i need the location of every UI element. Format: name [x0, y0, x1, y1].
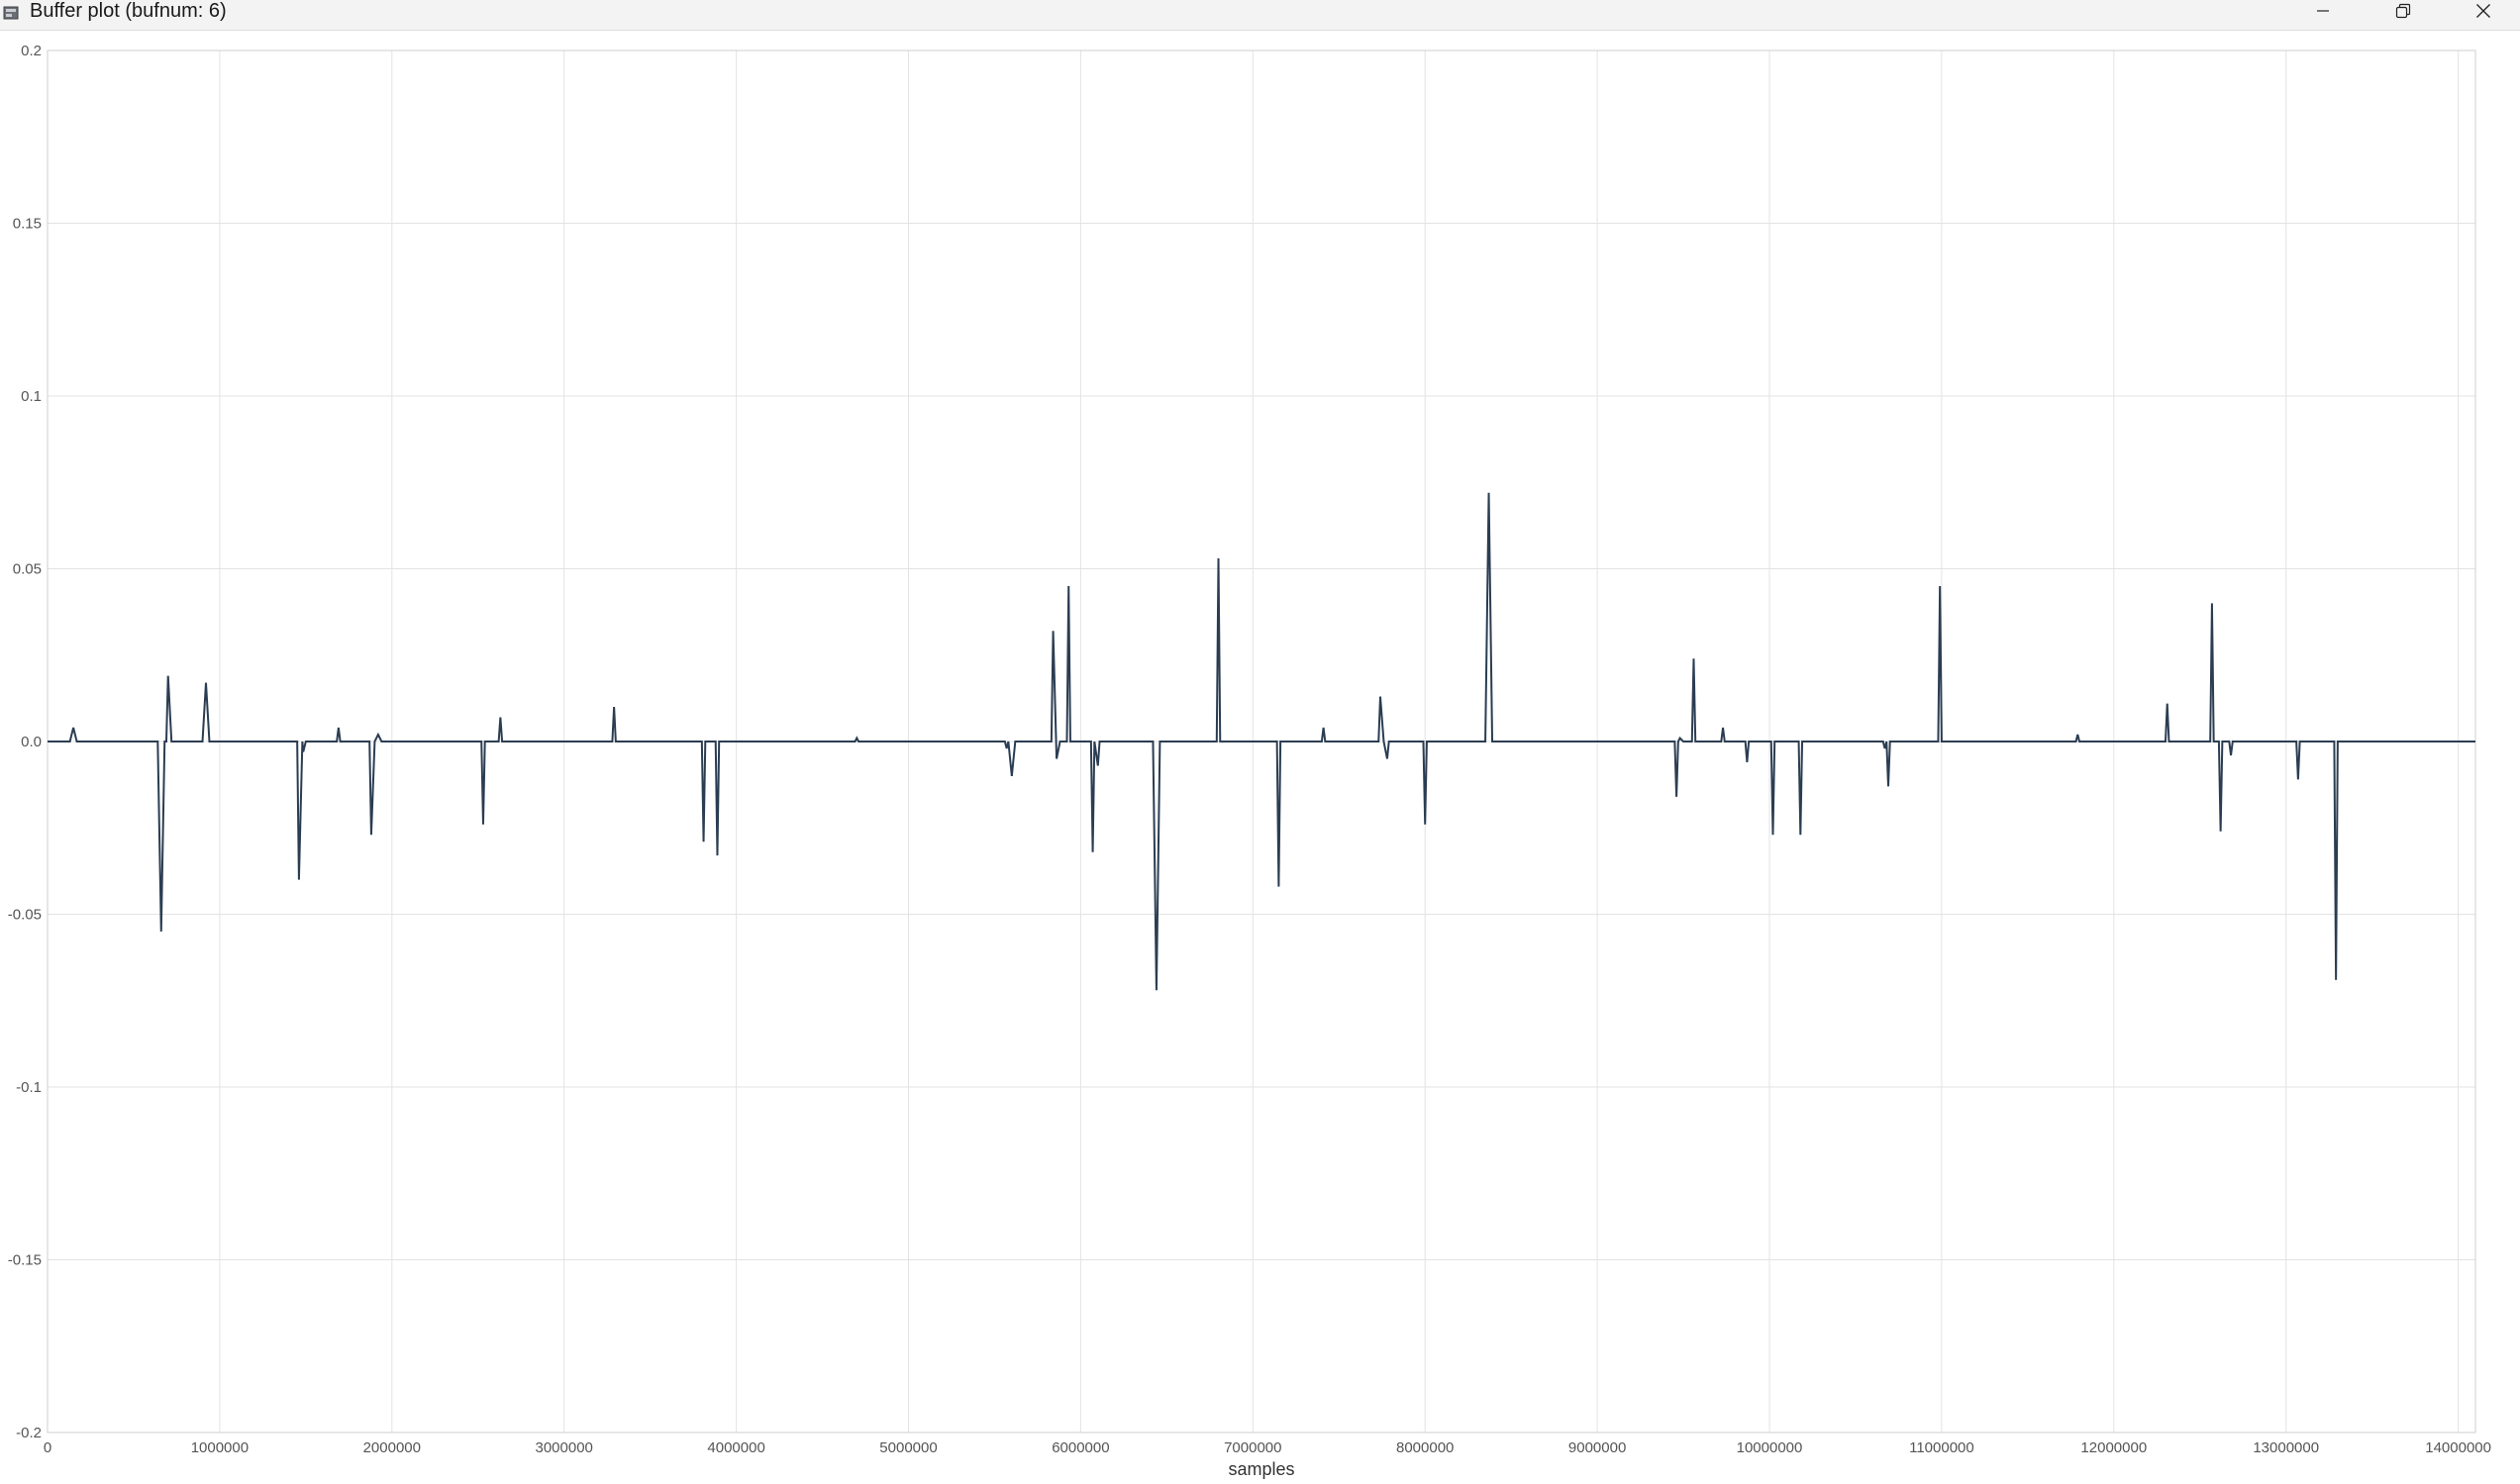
- x-tick-label: 1000000: [191, 1439, 249, 1456]
- series-line: [48, 492, 2475, 991]
- close-icon: [2476, 4, 2490, 18]
- x-axis-label: samples: [1228, 1459, 1294, 1479]
- x-tick-label: 8000000: [1396, 1439, 1454, 1456]
- restore-button[interactable]: [2373, 0, 2433, 22]
- x-tick-label: 13000000: [2253, 1439, 2319, 1456]
- window-title: Buffer plot (bufnum: 6): [30, 0, 227, 22]
- y-tick-label: 0.0: [21, 734, 42, 750]
- minimize-button[interactable]: [2293, 0, 2353, 22]
- x-tick-label: 2000000: [363, 1439, 421, 1456]
- x-tick-label: 10000000: [1737, 1439, 1803, 1456]
- minimize-icon: [2317, 10, 2329, 12]
- y-tick-label: -0.15: [8, 1252, 42, 1269]
- y-tick-label: 0.2: [21, 43, 42, 59]
- x-tick-label: 0: [44, 1439, 51, 1456]
- plot-area: 0 1000000 2000000 3000000 4000000 5000000 6000…: [0, 31, 2520, 1484]
- x-tick-label: 7000000: [1224, 1439, 1281, 1456]
- x-tick-label: 6000000: [1052, 1439, 1109, 1456]
- series-layer: [48, 492, 2475, 991]
- x-tick-label: 9000000: [1568, 1439, 1626, 1456]
- x-tick-label: 14000000: [2425, 1439, 2491, 1456]
- y-tick-label: -0.2: [16, 1425, 42, 1441]
- x-tick-label: 3000000: [535, 1439, 592, 1456]
- x-tick-label: 12000000: [2080, 1439, 2147, 1456]
- y-tick-label: -0.05: [8, 907, 42, 924]
- app-icon: [3, 6, 19, 20]
- y-tick-label: 0.05: [13, 561, 42, 578]
- tick-label-layer: 0 1000000 2000000 3000000 4000000 5000000 6000…: [8, 43, 2491, 1456]
- y-tick-label: -0.1: [16, 1079, 42, 1096]
- buffer-plot-chart: 0 1000000 2000000 3000000 4000000 5000000 6000…: [8, 43, 2491, 1479]
- x-tick-label: 5000000: [879, 1439, 937, 1456]
- y-tick-label: 0.15: [13, 216, 42, 233]
- window-titlebar: Buffer plot (bufnum: 6): [0, 0, 2520, 31]
- close-button[interactable]: [2454, 0, 2513, 22]
- x-tick-label: 11000000: [1909, 1439, 1974, 1456]
- x-tick-label: 4000000: [707, 1439, 764, 1456]
- restore-icon: [2395, 3, 2411, 19]
- y-tick-label: 0.1: [21, 388, 42, 405]
